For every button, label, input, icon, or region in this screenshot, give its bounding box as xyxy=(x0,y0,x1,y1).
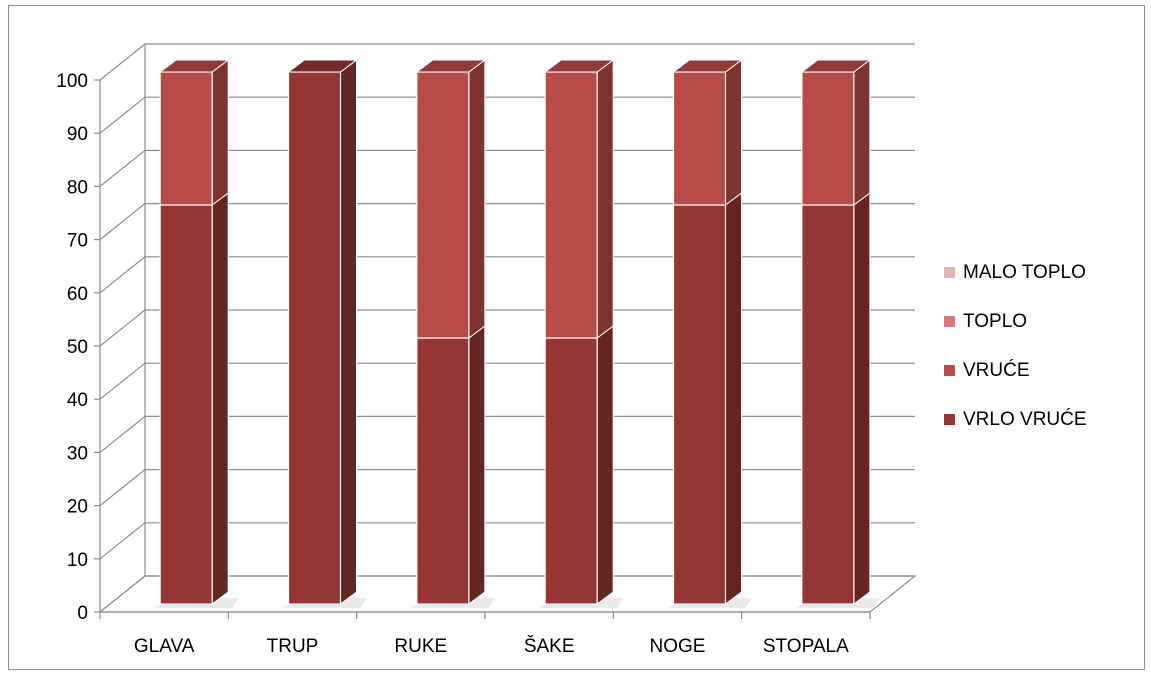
legend-swatch xyxy=(944,414,955,425)
y-tick-label: 80 xyxy=(67,177,88,198)
bar-segment xyxy=(287,59,358,605)
y-tick-label: 100 xyxy=(56,71,88,92)
bar-top xyxy=(800,59,872,73)
bar-side xyxy=(468,59,486,339)
bar-top xyxy=(287,59,358,73)
bar-segment xyxy=(158,59,230,206)
gridline-diagonal xyxy=(99,149,146,187)
bar-segment xyxy=(801,192,871,605)
bar-segment xyxy=(543,59,615,339)
x-tick-labels: GLAVA TRUP RUKE ŠAKE NOGE STOPALA xyxy=(134,635,849,657)
bar-side xyxy=(211,59,229,206)
axes xyxy=(94,79,871,619)
legend-item: TOPLO xyxy=(944,311,1027,332)
y-tick-label: 20 xyxy=(67,497,88,518)
bar xyxy=(159,204,213,605)
legend: MALO TOPLO TOPLO VRUĆE VRLO VRUĆE xyxy=(944,262,1087,430)
x-tick-label: NOGE xyxy=(650,636,706,657)
bar xyxy=(544,337,598,605)
y-tick-label: 60 xyxy=(67,284,88,305)
bar-side xyxy=(340,59,357,605)
bar-side xyxy=(596,59,614,339)
x-tick-label: STOPALA xyxy=(763,636,849,657)
y-tick-label: 30 xyxy=(67,443,88,464)
legend-swatch xyxy=(944,267,955,278)
bar xyxy=(416,71,470,339)
bar-top xyxy=(672,59,743,73)
bar-top xyxy=(415,59,487,73)
bar-segment xyxy=(800,59,872,206)
bar-segment xyxy=(416,325,486,605)
bar xyxy=(416,337,470,605)
y-tick-label: 50 xyxy=(67,337,88,358)
bar-segment xyxy=(544,325,614,605)
gridline-diagonal xyxy=(99,43,146,81)
legend-label: VRLO VRUĆE xyxy=(963,408,1087,430)
bar-side xyxy=(725,59,742,206)
x-tick-label: GLAVA xyxy=(134,636,195,657)
bar-top xyxy=(543,59,615,73)
legend-label: TOPLO xyxy=(963,311,1027,332)
bar xyxy=(672,204,727,605)
bar-side xyxy=(853,59,871,206)
bar xyxy=(544,71,598,339)
gridline-diagonal xyxy=(99,256,146,294)
x-tick-label: TRUP xyxy=(267,636,319,657)
bar-segment xyxy=(415,59,487,339)
legend-item: VRUĆE xyxy=(944,359,1030,381)
gridline-diagonal xyxy=(99,415,146,453)
bar-side xyxy=(211,192,229,605)
y-tick-label: 0 xyxy=(77,603,88,624)
bar-top xyxy=(158,59,230,73)
y-tick-labels: 0 10 20 30 40 50 60 70 80 90 100 xyxy=(56,71,88,624)
legend-swatch xyxy=(944,365,955,376)
bar xyxy=(801,204,855,605)
legend-label: VRUĆE xyxy=(963,359,1030,381)
bars xyxy=(154,59,880,608)
bar-segment xyxy=(672,59,743,206)
bar-side xyxy=(725,192,742,605)
legend-swatch xyxy=(944,316,955,327)
bar-side xyxy=(596,325,614,605)
y-tick-label: 70 xyxy=(67,231,88,252)
gridline-diagonal xyxy=(99,575,146,613)
y-tick-label: 40 xyxy=(67,390,88,411)
gridline-diagonal xyxy=(99,362,146,400)
bar xyxy=(287,71,342,605)
gridline-diagonal xyxy=(99,203,146,241)
x-tick-label: RUKE xyxy=(394,636,447,657)
bar xyxy=(672,71,727,206)
bar-segment xyxy=(672,192,742,605)
gridline-diagonal xyxy=(99,309,146,347)
gridline-diagonal xyxy=(99,96,146,134)
bar-side xyxy=(468,325,486,605)
y-tick-label: 10 xyxy=(67,550,88,571)
legend-label: MALO TOPLO xyxy=(963,262,1086,283)
bar-side xyxy=(853,192,871,605)
y-tick-label: 90 xyxy=(67,124,88,145)
bar xyxy=(801,71,855,206)
legend-item: MALO TOPLO xyxy=(944,262,1086,283)
bar-segment xyxy=(159,192,229,605)
gridline-diagonal xyxy=(99,522,146,560)
gridlines xyxy=(99,43,915,613)
x-tick-label: ŠAKE xyxy=(524,635,575,657)
gridline-diagonal xyxy=(99,469,146,507)
bar xyxy=(159,71,213,206)
legend-item: VRLO VRUĆE xyxy=(944,408,1087,430)
